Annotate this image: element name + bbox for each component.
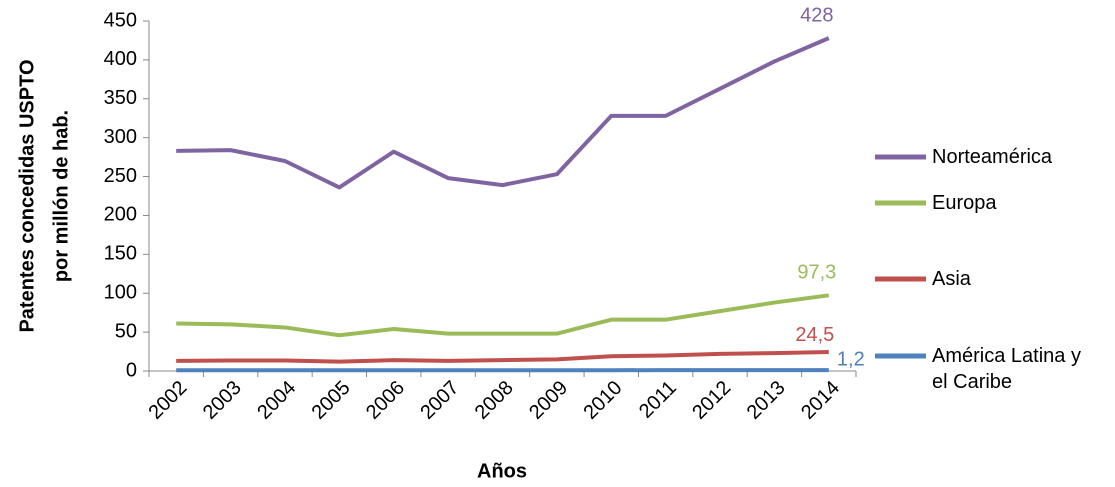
y-tick-label: 350	[104, 87, 137, 109]
y-tick-label: 300	[104, 126, 137, 148]
x-tick-label: 2009	[525, 377, 572, 424]
data-label: 24,5	[795, 324, 834, 346]
x-tick-label: 2003	[199, 377, 246, 424]
x-tick-label: 2006	[362, 377, 409, 424]
legend-label: Asia	[932, 268, 971, 290]
x-tick-label: 2010	[580, 377, 627, 424]
legend-label: Norteamérica	[932, 146, 1053, 168]
x-tick-label: 2013	[743, 377, 790, 424]
data-label: 428	[800, 4, 833, 26]
line-series	[176, 349, 829, 364]
x-tick-label: 2007	[416, 377, 463, 424]
y-tick-label: 200	[104, 204, 137, 226]
x-tick-label: 2005	[308, 377, 355, 424]
y-axis-title: Patentes concedidas USPTO	[16, 59, 38, 332]
x-tick-label: 2011	[635, 377, 681, 423]
data-label: 1,2	[837, 348, 865, 370]
x-tick-label: 2002	[144, 377, 191, 424]
legend-label: América Latina y el Caribe	[932, 345, 1081, 393]
y-tick-label: 250	[104, 165, 137, 187]
x-tick-label: 2014	[797, 377, 844, 424]
x-tick-label: 2008	[471, 377, 518, 424]
y-tick-label: 150	[104, 243, 137, 265]
x-tick-label: 2004	[253, 377, 300, 424]
y-tick-label: 100	[104, 282, 137, 304]
line-series	[176, 36, 830, 190]
y-tick-label: 450	[104, 9, 137, 31]
x-tick-label: 2012	[688, 377, 735, 424]
line-series	[176, 293, 830, 338]
data-label: 97,3	[797, 262, 836, 284]
legend-label: Europa	[932, 192, 997, 214]
x-axis-title: Años	[477, 460, 527, 482]
y-axis-title: por millón de hab.	[50, 110, 72, 282]
y-tick-label: 50	[115, 320, 137, 342]
y-tick-label: 0	[126, 359, 137, 381]
y-tick-label: 400	[104, 48, 137, 70]
